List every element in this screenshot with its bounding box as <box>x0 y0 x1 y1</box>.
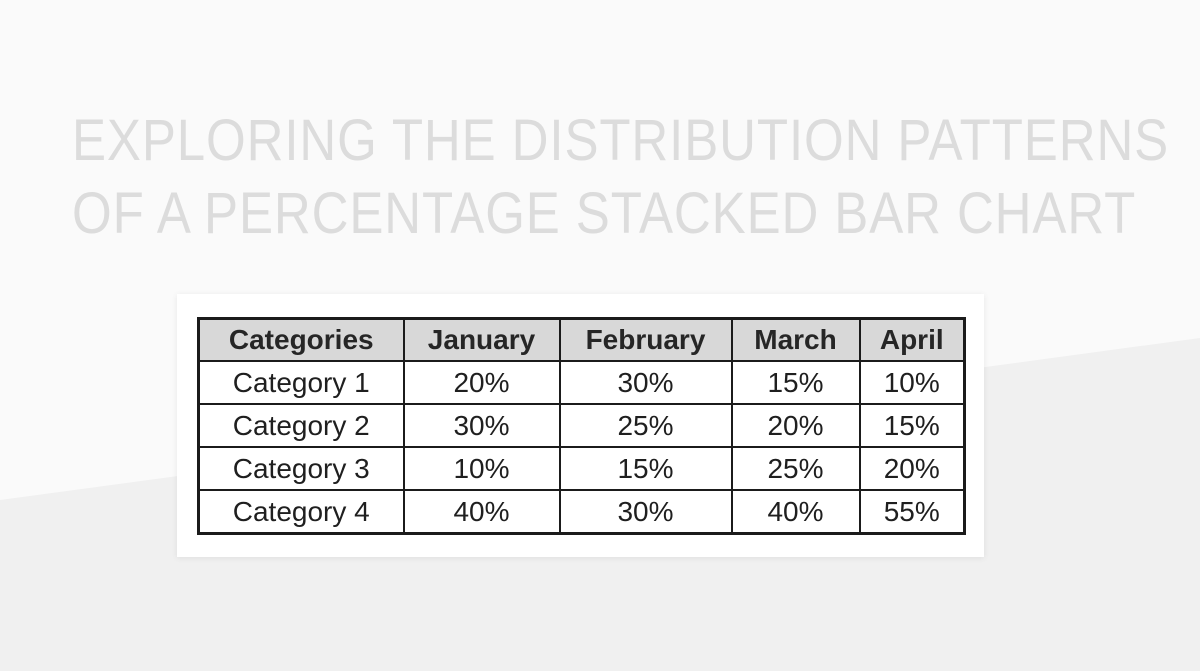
cell-value: 15% <box>558 446 733 491</box>
cell-value: 20% <box>402 360 561 405</box>
cell-value: 15% <box>730 360 861 405</box>
row-label: Category 3 <box>197 446 405 491</box>
cell-value: 40% <box>402 489 561 535</box>
cell-value: 20% <box>858 446 966 491</box>
cell-value: 15% <box>858 403 966 448</box>
cell-value: 25% <box>558 403 733 448</box>
header-cell-april: April <box>858 317 966 362</box>
cell-value: 30% <box>402 403 561 448</box>
table-row: Category 4 40% 30% 40% 55% <box>197 489 966 535</box>
row-label: Category 2 <box>197 403 405 448</box>
page-title-line-1: EXPLORING THE DISTRIBUTION PATTERNS <box>72 108 1170 173</box>
cell-value: 30% <box>558 360 733 405</box>
row-label: Category 4 <box>197 489 405 535</box>
data-table-card: Categories January February March April … <box>177 294 984 557</box>
data-table: Categories January February March April … <box>197 317 966 535</box>
cell-value: 55% <box>858 489 966 535</box>
page-title: EXPLORING THE DISTRIBUTION PATTERNS OF A… <box>72 104 1170 250</box>
header-cell-february: February <box>558 317 733 362</box>
table-row: Category 2 30% 25% 20% 15% <box>197 403 966 448</box>
header-cell-categories: Categories <box>197 317 405 362</box>
table-row: Category 3 10% 15% 25% 20% <box>197 446 966 491</box>
cell-value: 10% <box>402 446 561 491</box>
page-title-line-2: OF A PERCENTAGE STACKED BAR CHART <box>72 181 1137 246</box>
table-header-row: Categories January February March April <box>197 317 966 362</box>
cell-value: 40% <box>730 489 861 535</box>
cell-value: 10% <box>858 360 966 405</box>
cell-value: 20% <box>730 403 861 448</box>
cell-value: 25% <box>730 446 861 491</box>
header-cell-january: January <box>402 317 561 362</box>
table-row: Category 1 20% 30% 15% 10% <box>197 360 966 405</box>
header-cell-march: March <box>730 317 861 362</box>
cell-value: 30% <box>558 489 733 535</box>
row-label: Category 1 <box>197 360 405 405</box>
